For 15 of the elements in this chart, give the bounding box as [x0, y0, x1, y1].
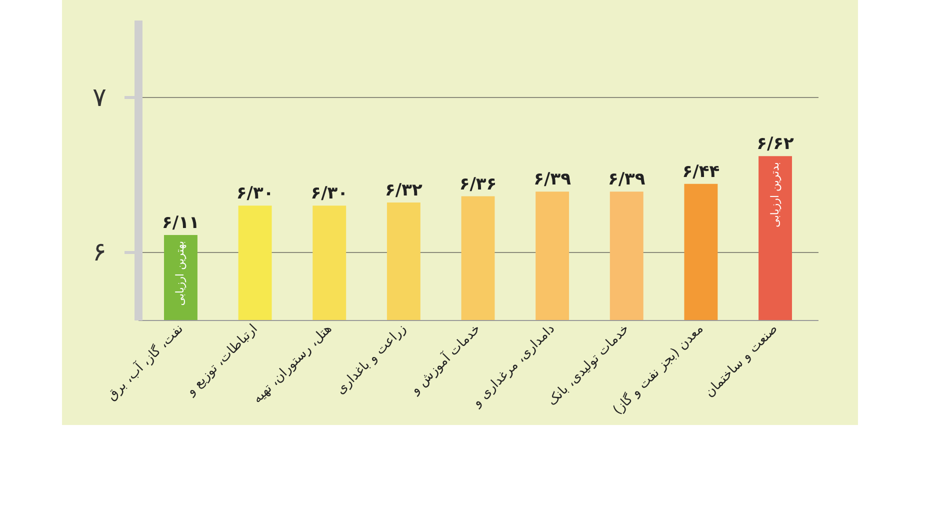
x-tick-label: صنعت و ساختمان [702, 322, 781, 400]
y-tick-label: ۶ [92, 237, 106, 268]
data-label: ۶/۶۲ [756, 134, 795, 154]
data-label: ۶/۱۱ [162, 212, 200, 233]
data-label: ۶/۳۹ [608, 170, 646, 190]
annotation: بدترین ارزیابی [768, 162, 782, 228]
data-label: ۶/۳۰ [236, 184, 274, 204]
data-label: ۶/۳۶ [459, 174, 497, 194]
y-tick-label: ۷ [92, 82, 107, 113]
annotation: بهترین ارزیابی [174, 240, 187, 306]
data-label: ۶/۳۰ [310, 184, 348, 204]
x-tick-label: نفت، گاز، آب، برق [102, 320, 186, 404]
data-label: ۶/۳۲ [385, 180, 423, 200]
data-label: ۶/۴۴ [682, 162, 720, 182]
data-label: ۶/۳۹ [534, 170, 572, 190]
